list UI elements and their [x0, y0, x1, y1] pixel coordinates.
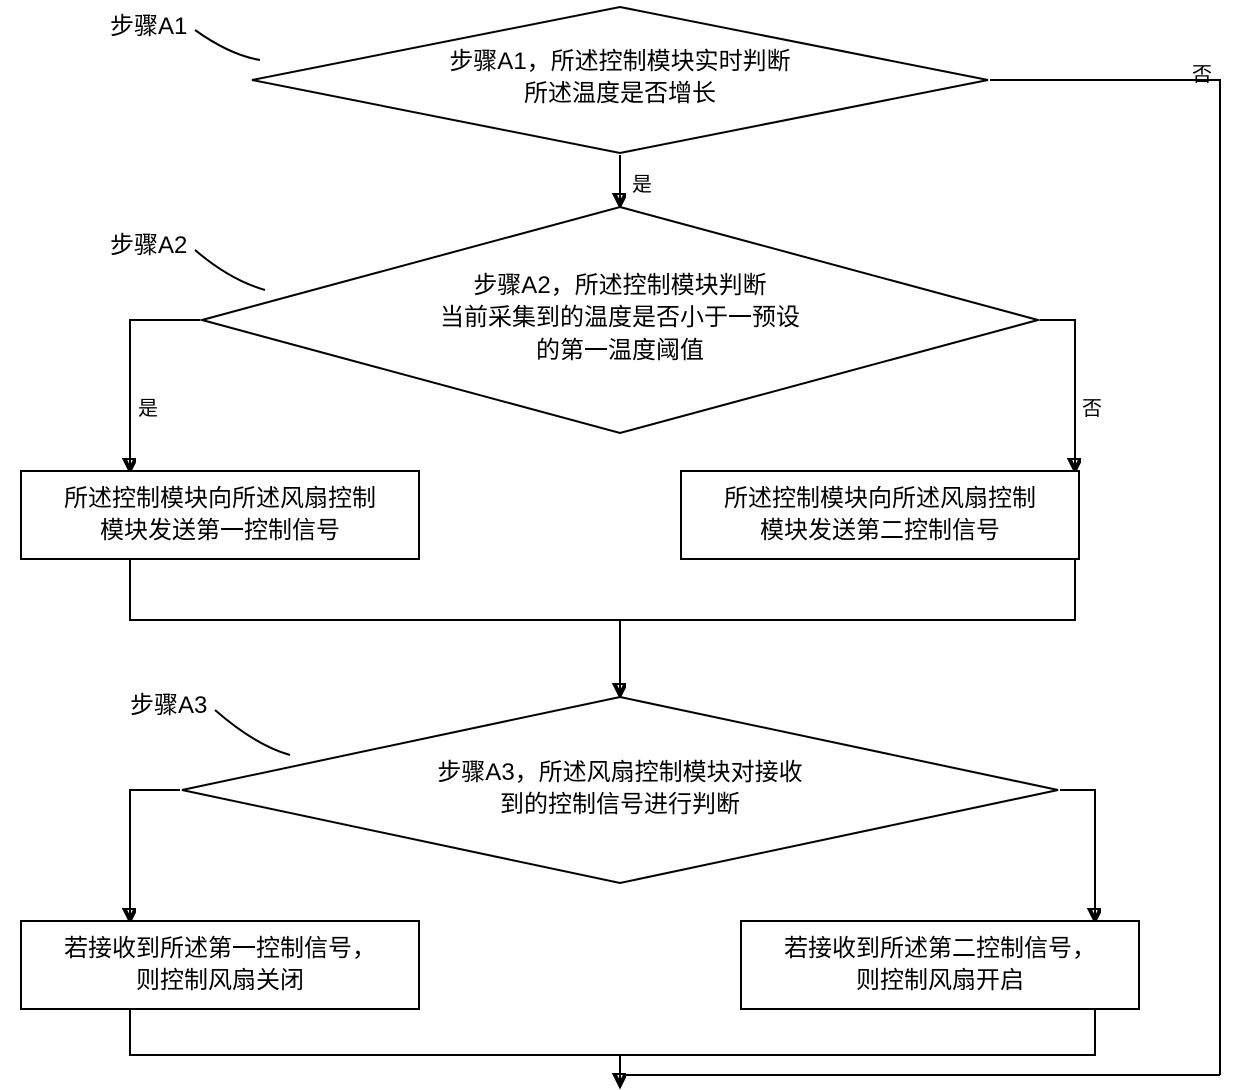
process-c-left: 若接收到所述第一控制信号， 则控制风扇关闭 — [20, 920, 420, 1010]
decision-a2-text: 步骤A2，所述控制模块判断 当前采集到的温度是否小于一预设 的第一温度阈值 — [200, 270, 1040, 367]
edge-a1-no: 否 — [1192, 58, 1212, 87]
decision-a2-line2: 当前采集到的温度是否小于一预设 — [440, 304, 800, 331]
step-a1-label: 步骤A1 — [110, 6, 187, 41]
process-b-right-line1: 所述控制模块向所述风扇控制 — [724, 485, 1036, 512]
edge-a1-yes: 是 — [632, 168, 652, 197]
process-c-left-line2: 则控制风扇关闭 — [136, 967, 304, 994]
process-c-left-line1: 若接收到所述第一控制信号， — [64, 935, 376, 962]
decision-a1-text: 步骤A1，所述控制模块实时判断 所述温度是否增长 — [250, 46, 990, 111]
decision-a3-line1: 步骤A3，所述风扇控制模块对接收 — [437, 759, 802, 786]
process-b-right: 所述控制模块向所述风扇控制 模块发送第二控制信号 — [680, 470, 1080, 560]
process-b-left: 所述控制模块向所述风扇控制 模块发送第一控制信号 — [20, 470, 420, 560]
flowchart-canvas: 步骤A1 步骤A2 步骤A3 是 否 是 否 步骤A1，所述控制模块实时判断 所… — [0, 0, 1240, 1090]
decision-a2-line1: 步骤A2，所述控制模块判断 — [473, 272, 766, 299]
decision-a3-text: 步骤A3，所述风扇控制模块对接收 到的控制信号进行判断 — [180, 757, 1060, 822]
step-a2-label: 步骤A2 — [110, 225, 187, 260]
process-c-right-line1: 若接收到所述第二控制信号， — [784, 935, 1096, 962]
process-c-right-line2: 则控制风扇开启 — [856, 967, 1024, 994]
process-b-left-line1: 所述控制模块向所述风扇控制 — [64, 485, 376, 512]
decision-a1-line2: 所述温度是否增长 — [524, 80, 716, 107]
decision-a1-line1: 步骤A1，所述控制模块实时判断 — [449, 48, 790, 75]
edge-a2-no: 否 — [1082, 392, 1102, 421]
process-b-right-line2: 模块发送第二控制信号 — [760, 517, 1000, 544]
edge-a2-yes: 是 — [138, 392, 158, 421]
decision-a2-line3: 的第一温度阈值 — [536, 337, 704, 364]
decision-a3-line2: 到的控制信号进行判断 — [500, 791, 740, 818]
process-c-right: 若接收到所述第二控制信号， 则控制风扇开启 — [740, 920, 1140, 1010]
process-b-left-line2: 模块发送第一控制信号 — [100, 517, 340, 544]
